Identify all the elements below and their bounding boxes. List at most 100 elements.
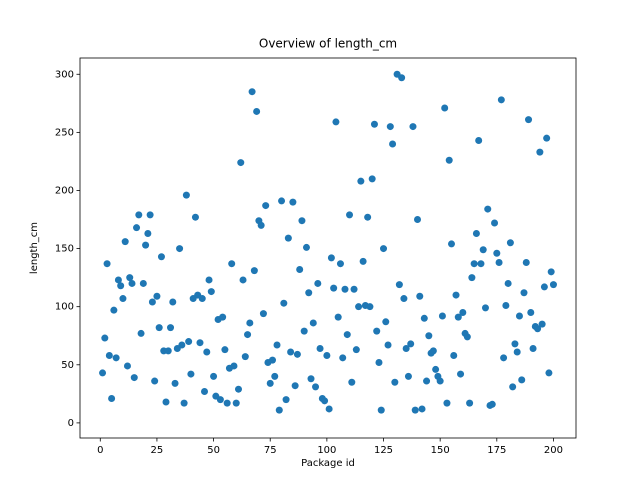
scatter-point [545,369,553,377]
x-tick-label: 200 [544,445,563,456]
scatter-point [384,341,392,349]
scatter-point [289,198,297,206]
scatter-point [210,372,218,380]
scatter-point [491,219,499,227]
scatter-point [540,283,548,291]
scatter-point [506,239,514,247]
scatter-point [244,331,252,339]
scatter-point [481,304,489,312]
chart-title: Overview of length_cm [259,37,397,51]
scatter-point [411,406,419,414]
scatter-point [257,221,265,229]
scatter-point [298,217,306,225]
scatter-point [547,268,555,276]
scatter-point [126,274,134,282]
scatter-point [169,298,177,306]
scatter-point [368,175,376,183]
x-tick-label: 175 [487,445,506,456]
scatter-point [350,285,358,293]
scatter-point [373,327,381,335]
scatter-point [352,346,360,354]
scatter-point [316,345,324,353]
y-tick-label: 100 [55,302,74,313]
scatter-point [133,224,141,232]
scatter-point [404,372,412,380]
scatter-point [549,281,557,289]
scatter-point [203,348,211,356]
scatter-point [187,370,195,378]
scatter-point [398,74,406,82]
scatter-point [332,118,340,126]
scatter-point [425,332,433,340]
scatter-point [518,376,526,384]
x-tick-label: 125 [374,445,393,456]
scatter-point [282,396,290,404]
scatter-point [432,365,440,373]
scatter-point [171,379,179,387]
scatter-point [377,406,385,414]
scatter-point [538,320,546,328]
scatter-point [529,345,537,353]
y-tick-label: 0 [68,418,74,429]
scatter-point [414,216,422,224]
scatter-point [114,276,122,284]
scatter-point [201,388,209,396]
scatter-point [108,394,116,402]
scatter-point [105,351,113,359]
scatter-point [293,350,301,358]
scatter-point [287,348,295,356]
scatter-point [246,319,254,327]
scatter-point [327,254,335,262]
scatter-point [119,295,127,303]
scatter-point [130,374,138,382]
scatter-point [157,253,165,261]
scatter-point [500,354,508,362]
scatter-point [178,341,186,349]
y-tick-label: 150 [55,244,74,255]
scatter-point [416,292,424,300]
scatter-point [382,318,390,326]
scatter-point [543,134,551,142]
x-tick-label: 0 [97,445,103,456]
scatter-point [370,120,378,128]
scatter-point [230,362,238,370]
scatter-point [221,346,229,354]
scatter-point [268,356,276,364]
scatter-point [386,123,394,131]
scatter-point [472,229,480,237]
x-axis-label: Package id [301,458,355,469]
scatter-point [228,260,236,268]
scatter-point [232,399,240,407]
scatter-point [241,353,249,361]
scatter-point [216,396,224,404]
scatter-point [239,276,247,284]
scatter-point [300,327,308,335]
scatter-point [176,245,184,253]
scatter-point [180,399,188,407]
scatter-point [139,279,147,287]
scatter-point [447,240,455,248]
scatter-point [402,345,410,353]
scatter-point [142,241,150,249]
scatter-point [457,370,465,378]
scatter-point [488,400,496,408]
scatter-point [334,313,342,321]
scatter-point [504,279,512,287]
scatter-point [266,379,274,387]
scatter-point [493,249,501,257]
scatter-point [121,238,129,246]
scatter-point [429,347,437,355]
scatter-point [375,358,383,366]
scatter-point [443,399,451,407]
scatter-point [110,306,118,314]
scatter-point [284,234,292,242]
y-tick-label: 300 [55,69,74,80]
scatter-point [366,303,374,311]
scatter-point [314,279,322,287]
scatter-point [525,116,533,124]
y-axis-label: length_cm [29,222,40,274]
scatter-point [309,319,317,327]
scatter-point [151,377,159,385]
scatter-point [262,202,270,210]
plot-frame [79,57,577,439]
